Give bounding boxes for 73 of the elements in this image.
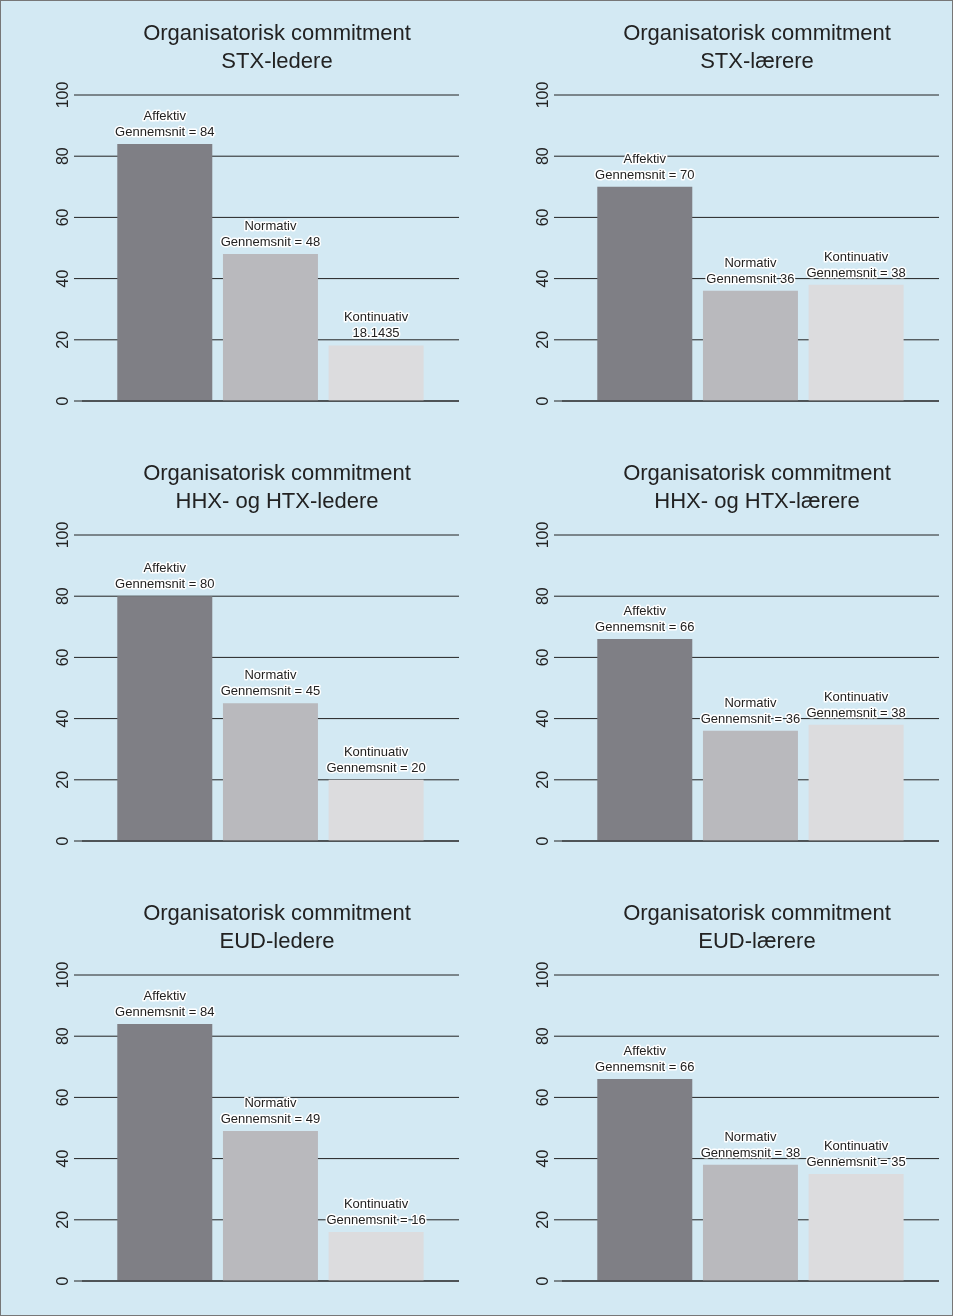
bar	[597, 639, 693, 841]
data-label: Normativ Gennemsnit = 38	[700, 1128, 801, 1160]
bar	[808, 284, 904, 401]
bar	[808, 724, 904, 841]
chart-title: Organisatorisk commitment STX-ledere	[142, 19, 412, 75]
y-tick-label: 60	[534, 1088, 551, 1107]
y-tick-label: 80	[54, 587, 71, 606]
y-tick-label: 0	[534, 396, 551, 406]
y-tick-label: 20	[534, 1210, 551, 1229]
y-tick-label: 0	[534, 836, 551, 846]
bar	[222, 254, 318, 401]
y-tick-label: 40	[534, 1149, 551, 1168]
bar	[117, 596, 213, 841]
y-tick-label: 0	[54, 396, 71, 406]
chart-title: Organisatorisk commitment STX-lærere	[622, 19, 892, 75]
data-label: Kontinuativ Gennemsnit = 38	[806, 688, 906, 720]
y-tick-label: 100	[534, 81, 551, 109]
data-label: Kontinuativ 18.1435	[343, 309, 409, 341]
data-label: Kontinuativ Gennemsnit = 20	[326, 743, 426, 775]
data-label: Kontinuativ Gennemsnit = 38	[806, 248, 906, 280]
y-tick-label: 80	[54, 1027, 71, 1046]
y-tick-label: 60	[54, 208, 71, 227]
y-tick-label: 20	[534, 770, 551, 789]
bar	[702, 1164, 798, 1281]
y-tick-label: 20	[54, 330, 71, 349]
y-tick-label: 100	[534, 961, 551, 989]
y-tick-label: 40	[54, 269, 71, 288]
y-tick-label: 100	[54, 521, 71, 549]
y-tick-label: 60	[54, 1088, 71, 1107]
bar	[328, 1232, 424, 1281]
bar	[702, 290, 798, 401]
y-tick-label: 100	[54, 81, 71, 109]
bar	[597, 186, 693, 401]
chart-title: Organisatorisk commitment HHX- og HTX-ledere	[142, 459, 412, 515]
y-tick-label: 80	[534, 1027, 551, 1046]
chart-title: Organisatorisk commitment EUD-ledere	[142, 899, 412, 955]
data-label: Affektiv Gennemsnit = 80	[115, 560, 215, 592]
y-tick-label: 60	[54, 648, 71, 667]
chart-title: Organisatorisk commitment EUD-lærere	[622, 899, 892, 955]
y-tick-label: 60	[534, 648, 551, 667]
y-tick-label: 20	[54, 1210, 71, 1229]
bar	[328, 345, 424, 401]
data-label: Affektiv Gennemsnit = 84	[115, 987, 215, 1019]
y-tick-label: 20	[534, 330, 551, 349]
bar	[328, 779, 424, 841]
data-label: Affektiv Gennemsnit = 66	[595, 1043, 695, 1075]
bar	[117, 143, 213, 401]
y-tick-label: 20	[54, 770, 71, 789]
y-tick-label: 40	[54, 1149, 71, 1168]
bar	[702, 730, 798, 841]
y-tick-label: 100	[534, 521, 551, 549]
bar	[808, 1173, 904, 1281]
y-tick-label: 80	[534, 587, 551, 606]
bar	[222, 1131, 318, 1281]
bar	[222, 703, 318, 841]
y-tick-label: 80	[54, 147, 71, 166]
y-tick-label: 40	[54, 709, 71, 728]
y-tick-label: 40	[534, 709, 551, 728]
data-label: Affektiv Gennemsnit = 66	[595, 603, 695, 635]
y-tick-label: 100	[54, 961, 71, 989]
bar	[597, 1079, 693, 1281]
bar	[117, 1023, 213, 1281]
y-tick-label: 0	[534, 1276, 551, 1286]
y-tick-label: 60	[534, 208, 551, 227]
y-tick-label: 0	[54, 836, 71, 846]
y-tick-label: 40	[534, 269, 551, 288]
y-tick-label: 80	[534, 147, 551, 166]
data-label: Normativ Gennemsnit = 48	[220, 218, 321, 250]
data-label: Normativ Gennemsnit = 45	[220, 667, 321, 699]
data-label: Affektiv Gennemsnit = 84	[115, 107, 215, 139]
y-tick-label: 0	[54, 1276, 71, 1286]
chart-title: Organisatorisk commitment HHX- og HTX-lærere	[622, 459, 892, 515]
data-label: Normativ Gennemsnit = 49	[220, 1095, 321, 1127]
